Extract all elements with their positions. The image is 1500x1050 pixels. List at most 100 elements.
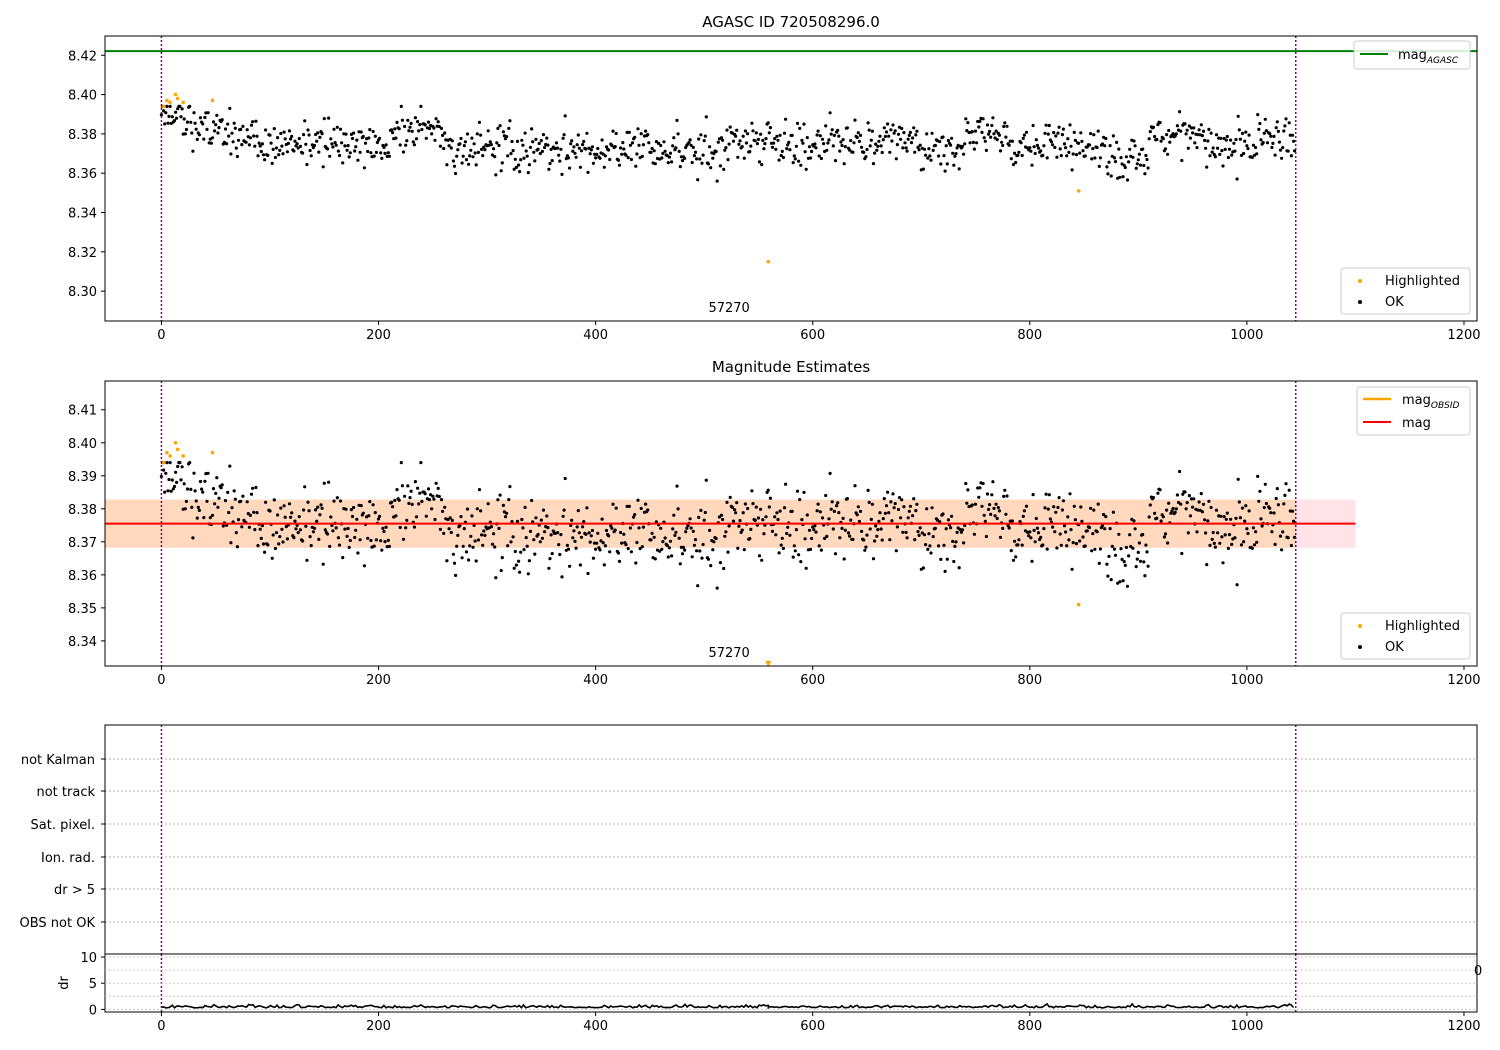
- ok-point: [524, 149, 528, 153]
- ok-point: [607, 148, 611, 152]
- ok-point: [289, 137, 293, 141]
- ok-point: [379, 151, 383, 155]
- ok-point: [477, 120, 482, 124]
- ok-point: [1183, 490, 1187, 494]
- ok-point: [249, 492, 254, 496]
- ok-point: [737, 142, 741, 146]
- ok-point: [970, 130, 974, 134]
- ok-point: [951, 539, 955, 544]
- ok-point: [393, 127, 397, 131]
- ok-point: [943, 169, 947, 173]
- ok-point: [1080, 519, 1084, 524]
- ok-point: [943, 569, 947, 574]
- ok-point: [766, 488, 770, 492]
- ok-point: [838, 536, 842, 540]
- ok-point: [822, 142, 826, 146]
- ok-point: [233, 497, 237, 501]
- ok-point: [1221, 561, 1225, 565]
- ok-point: [1030, 559, 1034, 564]
- ok-point: [689, 143, 693, 147]
- ok-point: [192, 111, 196, 115]
- ok-point: [373, 510, 377, 515]
- ok-point: [256, 154, 260, 158]
- legend-mag-label: mag: [1402, 416, 1431, 431]
- ok-point: [1032, 145, 1036, 149]
- ok-point: [217, 496, 221, 500]
- ok-point: [447, 144, 451, 148]
- ok-point: [1261, 141, 1265, 145]
- ok-point: [496, 498, 500, 502]
- ok-point: [981, 481, 985, 486]
- ok-point: [619, 530, 623, 535]
- ok-point: [721, 138, 725, 142]
- ok-point: [803, 150, 807, 154]
- ok-point: [836, 501, 840, 505]
- ok-point: [972, 147, 977, 151]
- ok-point: [1270, 145, 1274, 150]
- ok-point: [301, 539, 305, 543]
- ok-point: [521, 526, 525, 530]
- ok-point: [1203, 138, 1207, 142]
- ok-point: [647, 141, 651, 145]
- ok-point: [864, 545, 868, 549]
- ok-point: [785, 147, 789, 151]
- ok-point: [870, 502, 875, 506]
- ok-point: [215, 113, 219, 117]
- ok-point: [912, 126, 916, 130]
- ok-point: [1165, 133, 1169, 137]
- ok-point: [876, 144, 880, 148]
- ok-point: [706, 557, 711, 561]
- ok-point: [977, 495, 981, 499]
- ok-point: [518, 170, 522, 174]
- ok-point: [409, 489, 413, 493]
- ok-point: [1187, 124, 1191, 128]
- ok-point: [828, 471, 832, 475]
- ok-point: [418, 491, 422, 495]
- ok-point: [1132, 139, 1136, 143]
- ok-point: [472, 142, 476, 146]
- ok-point: [1226, 546, 1230, 551]
- ok-point: [1271, 141, 1275, 145]
- ok-point: [1061, 499, 1065, 503]
- ok-point: [1020, 153, 1024, 158]
- ok-point: [338, 127, 343, 131]
- ok-point: [922, 533, 927, 537]
- ok-point: [723, 534, 727, 538]
- ok-point: [888, 150, 892, 154]
- ok-point: [398, 143, 402, 147]
- ok-point: [825, 534, 829, 539]
- ok-point: [408, 125, 412, 129]
- ok-point: [545, 136, 549, 140]
- ok-point: [680, 552, 685, 556]
- ok-point: [563, 476, 567, 481]
- ok-point: [532, 538, 536, 542]
- ok-point: [998, 149, 1003, 153]
- ok-point: [460, 556, 464, 560]
- ok-point: [845, 126, 850, 130]
- ok-point: [546, 143, 550, 147]
- ok-point: [1081, 535, 1085, 539]
- ok-point: [462, 144, 466, 148]
- highlighted-point: [181, 454, 185, 458]
- ok-point: [328, 544, 332, 549]
- ok-point: [814, 530, 818, 534]
- ok-point: [565, 543, 570, 548]
- ok-point: [1029, 149, 1033, 153]
- ok-point: [492, 532, 496, 536]
- ok-point: [595, 152, 599, 156]
- ok-point: [371, 129, 375, 134]
- ok-point: [312, 526, 317, 530]
- ok-point: [865, 533, 869, 537]
- ok-point: [993, 514, 997, 518]
- ok-point: [301, 151, 305, 155]
- ok-point: [272, 127, 276, 131]
- ok-point: [1145, 157, 1149, 162]
- ok-point: [667, 546, 672, 550]
- ok-point: [373, 134, 377, 138]
- ok-point: [767, 505, 771, 509]
- ok-point: [1119, 547, 1123, 551]
- ok-point: [476, 538, 480, 542]
- ok-point: [835, 504, 839, 508]
- ok-point: [791, 161, 795, 165]
- ok-point: [225, 142, 229, 146]
